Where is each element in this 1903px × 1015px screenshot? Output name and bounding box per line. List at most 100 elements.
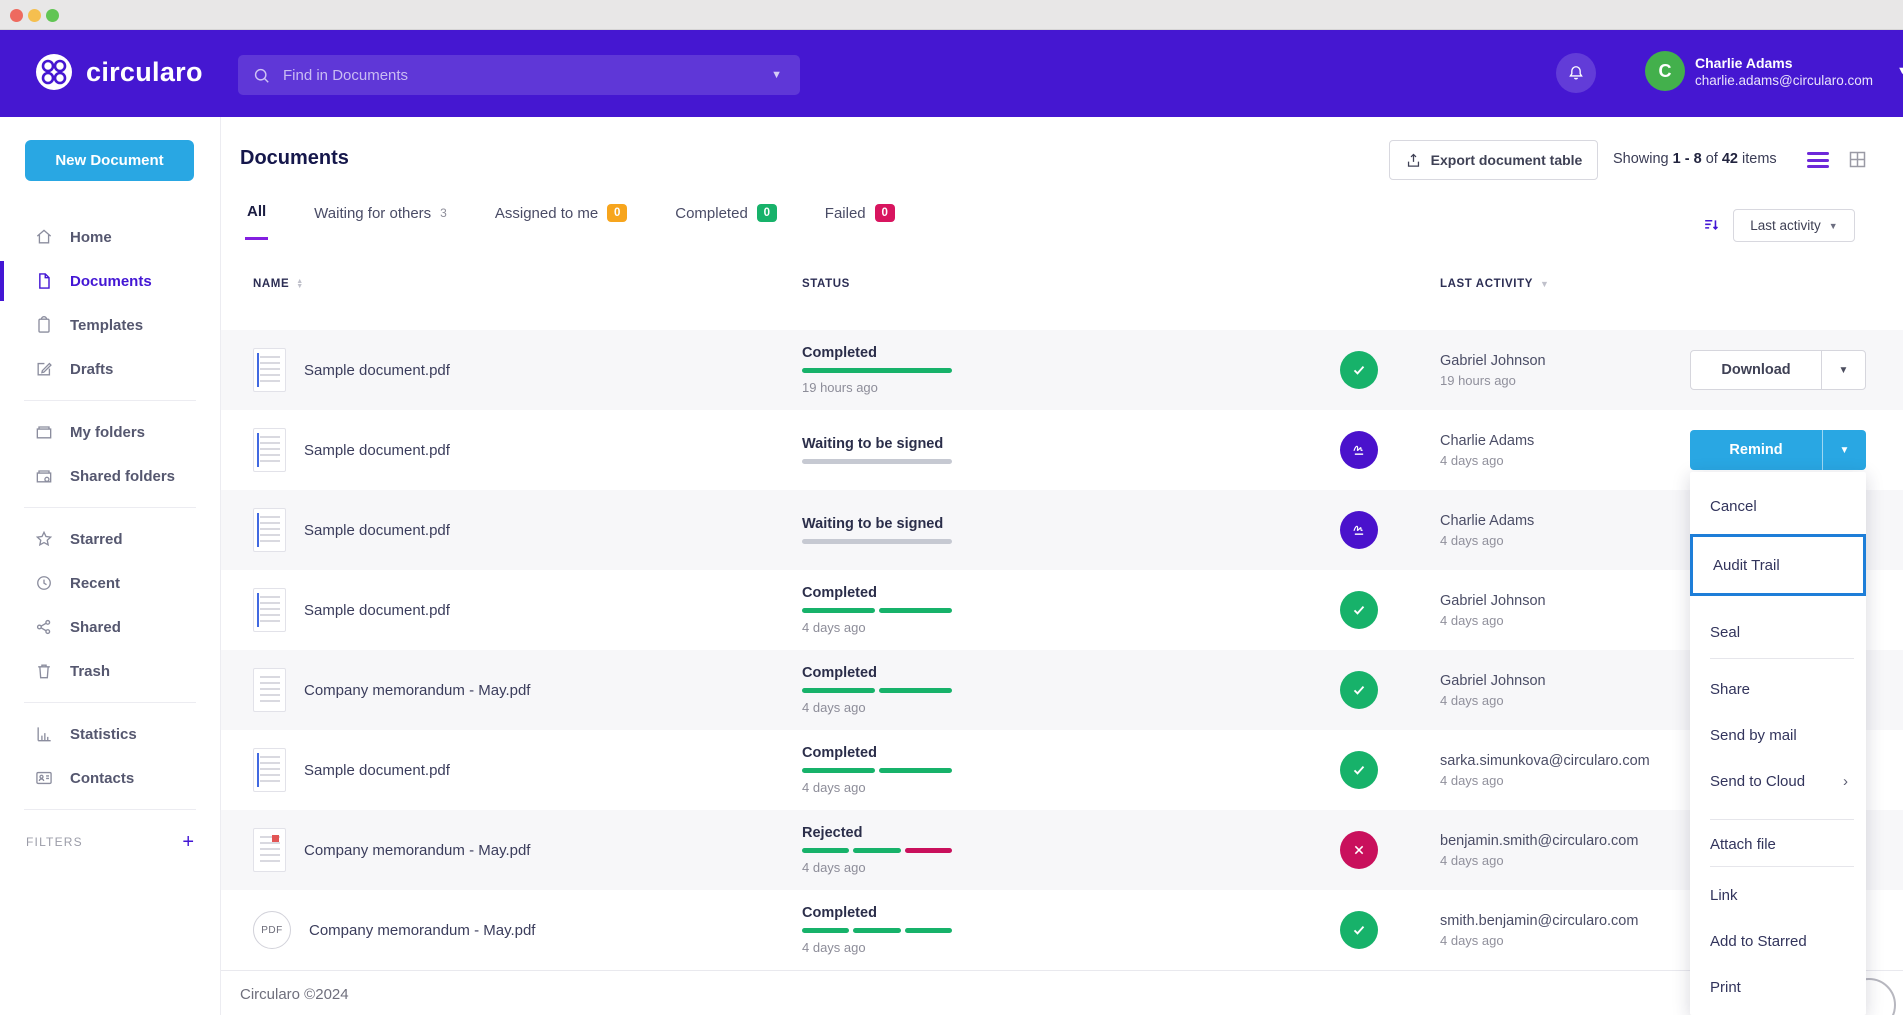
document-name: Sample document.pdf — [304, 761, 450, 779]
tab-waiting-for-others[interactable]: Waiting for others 3 — [312, 203, 449, 240]
edit-icon — [37, 362, 52, 376]
brand-name: circularo — [86, 56, 203, 87]
sidebar-nav: Home Documents Templates Drafts My folde… — [0, 215, 220, 853]
column-header-name[interactable]: NAME ▲ ▼ — [253, 278, 304, 290]
download-button[interactable]: Download ▼ — [1690, 350, 1866, 390]
menu-item-audit-trail[interactable]: Audit Trail — [1713, 556, 1780, 574]
last-activity-cell: Charlie Adams 4 days ago — [1440, 490, 1534, 570]
rejected-x-icon — [1340, 831, 1378, 869]
activity-name: benjamin.smith@circularo.com — [1440, 832, 1639, 849]
search-input[interactable] — [283, 66, 768, 84]
tab-all[interactable]: All — [245, 203, 269, 240]
chevron-right-icon: › — [1843, 772, 1848, 790]
chevron-down-icon[interactable]: ▼ — [1822, 430, 1866, 470]
share-icon — [36, 619, 51, 635]
signature-icon — [1340, 511, 1378, 549]
menu-item-add-to-starred[interactable]: Add to Starred — [1710, 932, 1807, 950]
status-cell: Completed 4 days ago — [802, 650, 972, 730]
status-label: Completed — [802, 345, 877, 361]
table-row[interactable]: Sample document.pdf Completed 4 days ago… — [221, 730, 1903, 810]
table-row[interactable]: Sample document.pdf Completed 4 days ago… — [221, 570, 1903, 650]
global-search[interactable]: ▼ — [238, 55, 800, 95]
contacts-icon — [36, 771, 52, 785]
page-title: Documents — [240, 147, 349, 169]
export-icon — [1407, 153, 1419, 167]
menu-item-send-by-mail[interactable]: Send by mail — [1710, 726, 1797, 744]
sidebar-item-home[interactable]: Home — [0, 215, 220, 259]
table-row[interactable]: Company memorandum - May.pdf Completed 4… — [221, 650, 1903, 730]
activity-time: 19 hours ago — [1440, 372, 1516, 388]
activity-time: 4 days ago — [1440, 692, 1504, 708]
close-window-icon[interactable] — [10, 9, 23, 22]
sidebar-item-starred[interactable]: Starred — [0, 517, 220, 561]
activity-name: Gabriel Johnson — [1440, 592, 1546, 609]
sidebar-item-drafts[interactable]: Drafts — [0, 347, 220, 391]
sidebar-item-contacts[interactable]: Contacts — [0, 756, 220, 800]
export-document-table-button[interactable]: Export document table — [1389, 140, 1598, 180]
status-time: 4 days ago — [802, 620, 866, 635]
tab-failed[interactable]: Failed 0 — [823, 203, 897, 240]
sidebar-item-trash[interactable]: Trash — [0, 649, 220, 693]
table-row[interactable]: PDF Company memorandum - May.pdf Complet… — [221, 890, 1903, 970]
search-scope-caret-icon[interactable]: ▼ — [771, 69, 782, 81]
last-activity-cell: Gabriel Johnson 4 days ago — [1440, 570, 1546, 650]
document-tabs: All Waiting for others 3 Assigned to me … — [245, 203, 897, 240]
menu-item-attach-file[interactable]: Attach file — [1710, 835, 1776, 853]
new-document-button[interactable]: New Document — [25, 140, 194, 181]
table-row[interactable]: Sample document.pdf Waiting to be signed… — [221, 490, 1903, 570]
status-cell: Completed 4 days ago — [802, 570, 972, 650]
activity-name: Charlie Adams — [1440, 432, 1535, 449]
last-activity-cell: sarka.simunkova@circularo.com 4 days ago — [1440, 730, 1650, 810]
tab-label: Failed — [824, 204, 866, 222]
table-row[interactable]: Sample document.pdf Completed 19 hours a… — [221, 330, 1903, 410]
menu-item-audit-trail-highlighted[interactable]: Audit Trail — [1690, 534, 1866, 596]
sidebar-item-label: Starred — [70, 530, 123, 548]
menu-item-seal[interactable]: Seal — [1710, 623, 1741, 641]
sidebar-item-label: Statistics — [70, 725, 137, 743]
menu-item-send-to-cloud[interactable]: Send to Cloud › — [1690, 761, 1866, 801]
grid-view-icon[interactable] — [1847, 149, 1868, 170]
status-label: Waiting to be signed — [802, 436, 944, 452]
sidebar-item-recent[interactable]: Recent — [0, 561, 220, 605]
sidebar-item-label: Shared — [70, 618, 121, 636]
sidebar-item-documents[interactable]: Documents — [0, 259, 220, 303]
sidebar-item-my-folders[interactable]: My folders — [0, 410, 220, 454]
activity-name: Charlie Adams — [1440, 512, 1535, 529]
sidebar-item-label: My folders — [70, 423, 146, 441]
tab-label: Completed — [675, 204, 748, 222]
user-name: Charlie Adams — [1695, 54, 1793, 71]
completed-check-icon — [1340, 751, 1378, 789]
menu-item-link[interactable]: Link — [1710, 886, 1738, 904]
menu-item-share[interactable]: Share — [1710, 680, 1751, 698]
tab-assigned-to-me[interactable]: Assigned to me 0 — [493, 203, 629, 240]
sort-arrows-icon: ▲ ▼ — [296, 278, 304, 290]
sidebar-item-shared[interactable]: Shared — [0, 605, 220, 649]
sample-doc-thumbnail-icon — [253, 748, 286, 792]
progress-bar — [802, 688, 952, 693]
column-header-last-activity[interactable]: LAST ACTIVITY ▼ — [1440, 278, 1550, 290]
table-row[interactable]: Company memorandum - May.pdf Rejected 4 … — [221, 810, 1903, 890]
status-time: 4 days ago — [802, 860, 866, 875]
pdf-circle-icon: PDF — [253, 911, 291, 949]
sort-icon[interactable] — [1702, 216, 1721, 235]
chevron-down-icon[interactable]: ▼ — [1821, 351, 1865, 389]
add-filter-icon[interactable]: + — [182, 831, 194, 853]
sidebar-item-templates[interactable]: Templates — [0, 303, 220, 347]
tab-completed[interactable]: Completed 0 — [673, 203, 779, 240]
remind-button[interactable]: Remind ▼ — [1690, 430, 1866, 470]
sidebar-item-label: Shared folders — [70, 467, 176, 485]
notifications-button[interactable] — [1556, 53, 1596, 93]
sort-by-dropdown[interactable]: Last activity ▼ — [1733, 209, 1855, 242]
menu-item-print[interactable]: Print — [1710, 978, 1741, 996]
showing-count: Showing 1 - 8 of 42 items — [1613, 151, 1777, 167]
menu-item-cancel[interactable]: Cancel — [1710, 497, 1757, 515]
maximize-window-icon[interactable] — [46, 9, 59, 22]
avatar: C — [1645, 51, 1685, 91]
table-row[interactable]: Sample document.pdf Waiting to be signed… — [221, 410, 1903, 490]
sidebar-item-shared-folders[interactable]: Shared folders — [0, 454, 220, 498]
minimize-window-icon[interactable] — [28, 9, 41, 22]
sidebar-item-statistics[interactable]: Statistics — [0, 712, 220, 756]
list-view-icon[interactable] — [1807, 150, 1829, 170]
circularo-logo[interactable]: circularo — [34, 52, 203, 92]
user-menu[interactable]: C Charlie Adams charlie.adams@circularo.… — [1645, 51, 1903, 91]
